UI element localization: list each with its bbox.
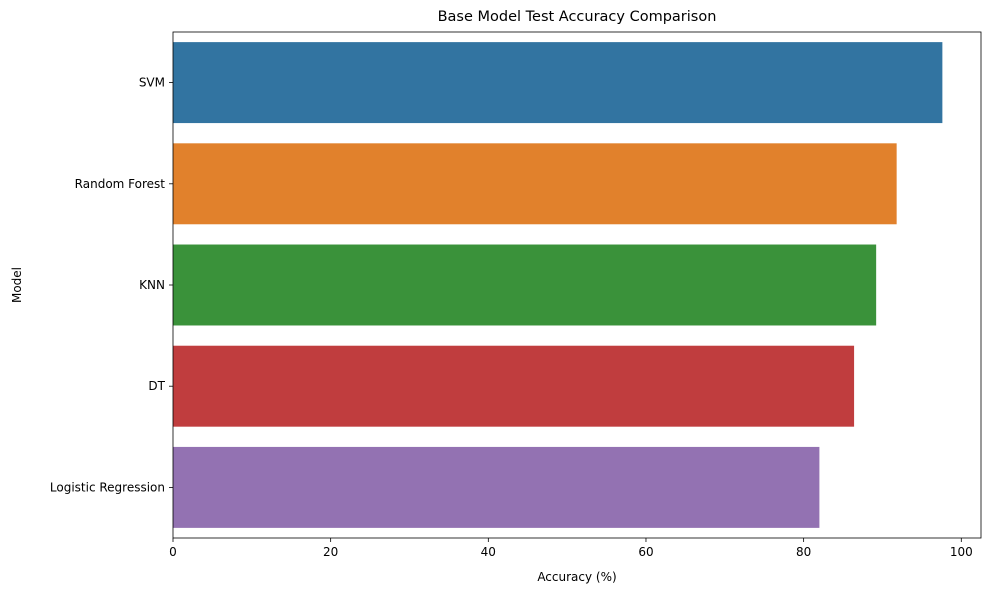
plot-frame bbox=[172, 31, 982, 539]
y-tick-label: Random Forest bbox=[75, 177, 166, 191]
bar-random-forest bbox=[173, 143, 897, 225]
y-axis-ticks: SVM Random Forest KNN DT Logistic Regression bbox=[50, 76, 173, 494]
bar-svm bbox=[173, 42, 943, 124]
x-tick-label: 100 bbox=[950, 545, 973, 559]
y-axis-label: Model bbox=[10, 267, 24, 303]
bars-group bbox=[173, 42, 943, 528]
y-tick-label: DT bbox=[148, 379, 165, 393]
x-tick-label: 80 bbox=[796, 545, 811, 559]
bar-dt bbox=[173, 345, 855, 427]
x-tick-label: 40 bbox=[481, 545, 496, 559]
x-tick-label: 0 bbox=[169, 545, 177, 559]
y-tick-label: KNN bbox=[139, 278, 165, 292]
chart-title: Base Model Test Accuracy Comparison bbox=[438, 9, 717, 25]
y-tick-label: Logistic Regression bbox=[50, 480, 165, 494]
y-tick-label: SVM bbox=[139, 76, 165, 90]
bar-logistic-regression bbox=[173, 446, 820, 528]
x-tick-label: 20 bbox=[323, 545, 338, 559]
x-tick-label: 60 bbox=[638, 545, 653, 559]
bar-knn bbox=[173, 244, 877, 326]
x-axis-ticks: 0 20 40 60 80 100 bbox=[169, 538, 973, 559]
x-axis-label: Accuracy (%) bbox=[537, 570, 616, 584]
